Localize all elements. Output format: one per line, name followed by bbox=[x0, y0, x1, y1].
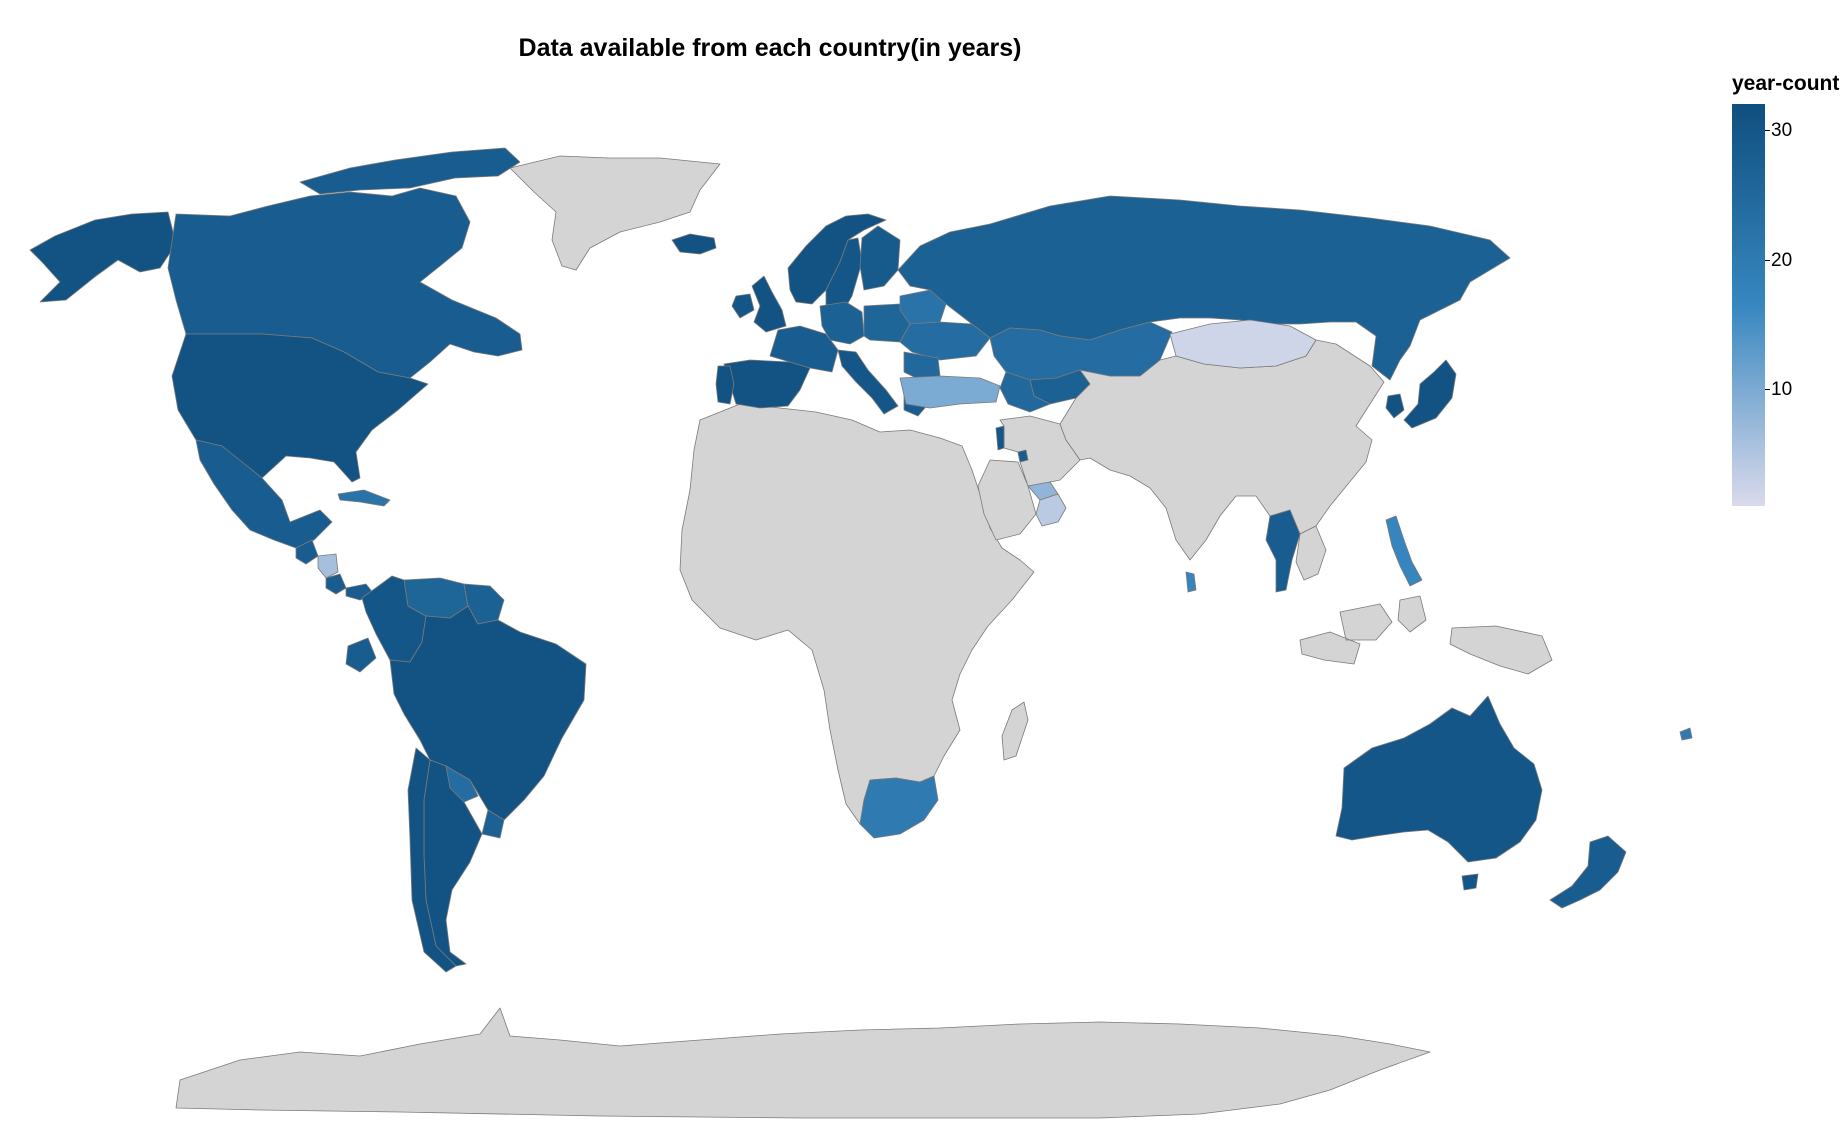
country-turkey bbox=[899, 375, 1001, 409]
country-germany bbox=[819, 301, 865, 345]
country-philippines bbox=[1385, 515, 1423, 587]
country-france bbox=[769, 325, 839, 373]
country-south-korea bbox=[1385, 393, 1405, 419]
legend-tick-label: 20 bbox=[1771, 249, 1793, 271]
country-israel bbox=[995, 425, 1005, 451]
country-brazil bbox=[389, 605, 587, 821]
legend-tick-label: 10 bbox=[1771, 379, 1793, 401]
country-new-zealand bbox=[1549, 835, 1627, 909]
country-ukraine bbox=[899, 321, 991, 361]
country-mongolia bbox=[1169, 319, 1317, 369]
country-finland bbox=[859, 225, 901, 291]
country-south-africa bbox=[859, 775, 939, 839]
country-ecuador bbox=[345, 637, 377, 673]
chart-title: Data available from each country(in year… bbox=[518, 34, 1022, 62]
country-chile bbox=[407, 747, 457, 973]
legend-title: year-count bbox=[1732, 72, 1840, 95]
country-spain bbox=[723, 359, 811, 409]
legend-color-bar bbox=[1732, 104, 1765, 506]
country-italy bbox=[837, 349, 899, 415]
country-greenland bbox=[509, 155, 721, 271]
legend-tick-label: 30 bbox=[1771, 119, 1793, 141]
country-iceland bbox=[671, 233, 717, 255]
legend-tick-mark bbox=[1765, 129, 1770, 131]
country-costa-rica bbox=[325, 573, 347, 595]
country-norway bbox=[787, 213, 887, 305]
country-guatemala bbox=[295, 539, 319, 565]
country-fiji bbox=[1679, 727, 1693, 741]
country-africa bbox=[679, 403, 1035, 825]
country-australia bbox=[1335, 695, 1543, 863]
country-tasmania bbox=[1461, 873, 1479, 891]
legend-tick-mark bbox=[1765, 259, 1770, 261]
country-southeast-asia bbox=[1295, 525, 1553, 675]
country-ireland bbox=[731, 293, 755, 319]
country-turkmenistan bbox=[999, 371, 1051, 413]
country-antarctica bbox=[175, 1007, 1431, 1119]
country-japan bbox=[1403, 359, 1457, 429]
country-nicaragua bbox=[317, 553, 339, 579]
country-thailand bbox=[1265, 509, 1301, 593]
country-mexico bbox=[195, 439, 333, 549]
country-alaska bbox=[29, 211, 177, 303]
country-portugal bbox=[715, 365, 735, 405]
country-madagascar bbox=[1001, 701, 1029, 761]
country-uruguay bbox=[481, 809, 505, 839]
country-sri-lanka bbox=[1185, 571, 1197, 593]
legend-tick-mark bbox=[1765, 389, 1770, 391]
country-cuba bbox=[337, 489, 391, 507]
country-united-kingdom bbox=[751, 275, 787, 333]
country-kuwait bbox=[1017, 449, 1029, 463]
country-oman bbox=[1035, 493, 1067, 527]
